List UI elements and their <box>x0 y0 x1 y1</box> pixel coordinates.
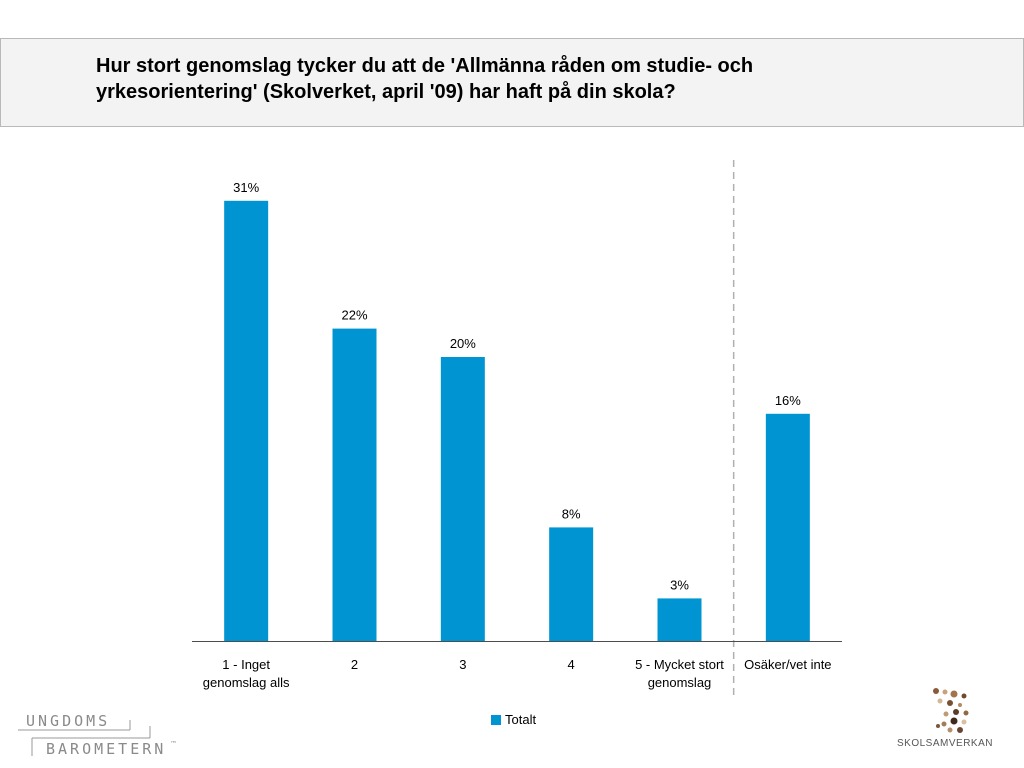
x-tick-label-1: 1 - Inget genomslag alls <box>202 657 290 690</box>
legend: Totalt <box>491 712 536 727</box>
bar-3 <box>440 357 485 641</box>
data-label-3: 20% <box>450 336 476 351</box>
data-label-6: 16% <box>775 393 801 408</box>
x-tick-label-5: 5 - Mycket stort genomslag <box>635 657 724 690</box>
skolsamverkan-logo: SKOLSAMVERKAN <box>890 686 1000 756</box>
bar-2 <box>332 328 377 641</box>
bar-6 <box>765 413 810 641</box>
logo-right-text: SKOLSAMVERKAN <box>897 738 993 749</box>
legend-label: Totalt <box>505 712 537 727</box>
bar-1 <box>224 200 269 642</box>
chart-title: Hur stort genomslag tycker du att de 'Al… <box>96 55 754 103</box>
x-tick-label-2: 2 <box>350 657 359 672</box>
legend-swatch <box>491 714 501 725</box>
data-label-4: 8% <box>562 506 581 521</box>
x-tick-label-6: Osäker/vet inte <box>744 657 832 672</box>
ungdomsbarometern-logo: UNGDOMS BAROMETERN ™ <box>18 712 177 758</box>
x-tick-label-4: 4 <box>567 657 575 672</box>
data-label-5: 3% <box>670 577 689 592</box>
logo-left-line2: BAROMETERN <box>46 740 166 758</box>
bar-4 <box>549 527 594 641</box>
title-box: Hur stort genomslag tycker du att de 'Al… <box>0 38 1024 127</box>
dots-mark-icon <box>933 688 969 733</box>
bar-5 <box>657 598 702 641</box>
data-label-1: 31% <box>233 180 259 195</box>
x-tick-label-3: 3 <box>459 657 467 672</box>
data-label-2: 22% <box>341 308 367 323</box>
logo-left-tm: ™ <box>170 740 177 748</box>
logo-left-line1: UNGDOMS <box>26 712 110 730</box>
